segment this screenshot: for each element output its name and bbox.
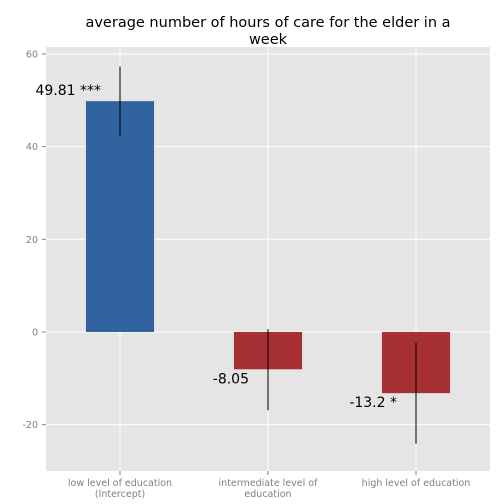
- x-tick-label: intermediate level of: [219, 478, 319, 489]
- x-tick-label: high level of education: [362, 478, 471, 489]
- data-label: 49.81 ***: [35, 83, 101, 99]
- x-axis: low level of education(Intercept) interme…: [68, 471, 470, 500]
- y-axis: -20 0 20 40 60: [22, 49, 46, 431]
- x-tick-label: education: [244, 489, 291, 500]
- y-tick-label: 0: [32, 327, 38, 338]
- error-bars: [119, 66, 417, 444]
- chart-title-line-1: average number of hours of care for the …: [85, 15, 450, 31]
- bars: [85, 101, 451, 394]
- data-label: -8.05: [213, 371, 249, 387]
- x-tick-label: (Intercept): [95, 489, 145, 500]
- y-tick-label: 40: [26, 142, 38, 153]
- bar: [85, 101, 155, 332]
- chart-title-line-2: week: [249, 32, 288, 48]
- y-tick-label: 60: [26, 49, 38, 60]
- x-tick-label: low level of education: [68, 478, 172, 489]
- y-tick-label: 20: [26, 235, 38, 246]
- data-label: -13.2 *: [349, 395, 397, 411]
- y-tick-label: -20: [22, 420, 38, 431]
- data-labels: 49.81 *** -8.05 -13.2 *: [35, 83, 397, 411]
